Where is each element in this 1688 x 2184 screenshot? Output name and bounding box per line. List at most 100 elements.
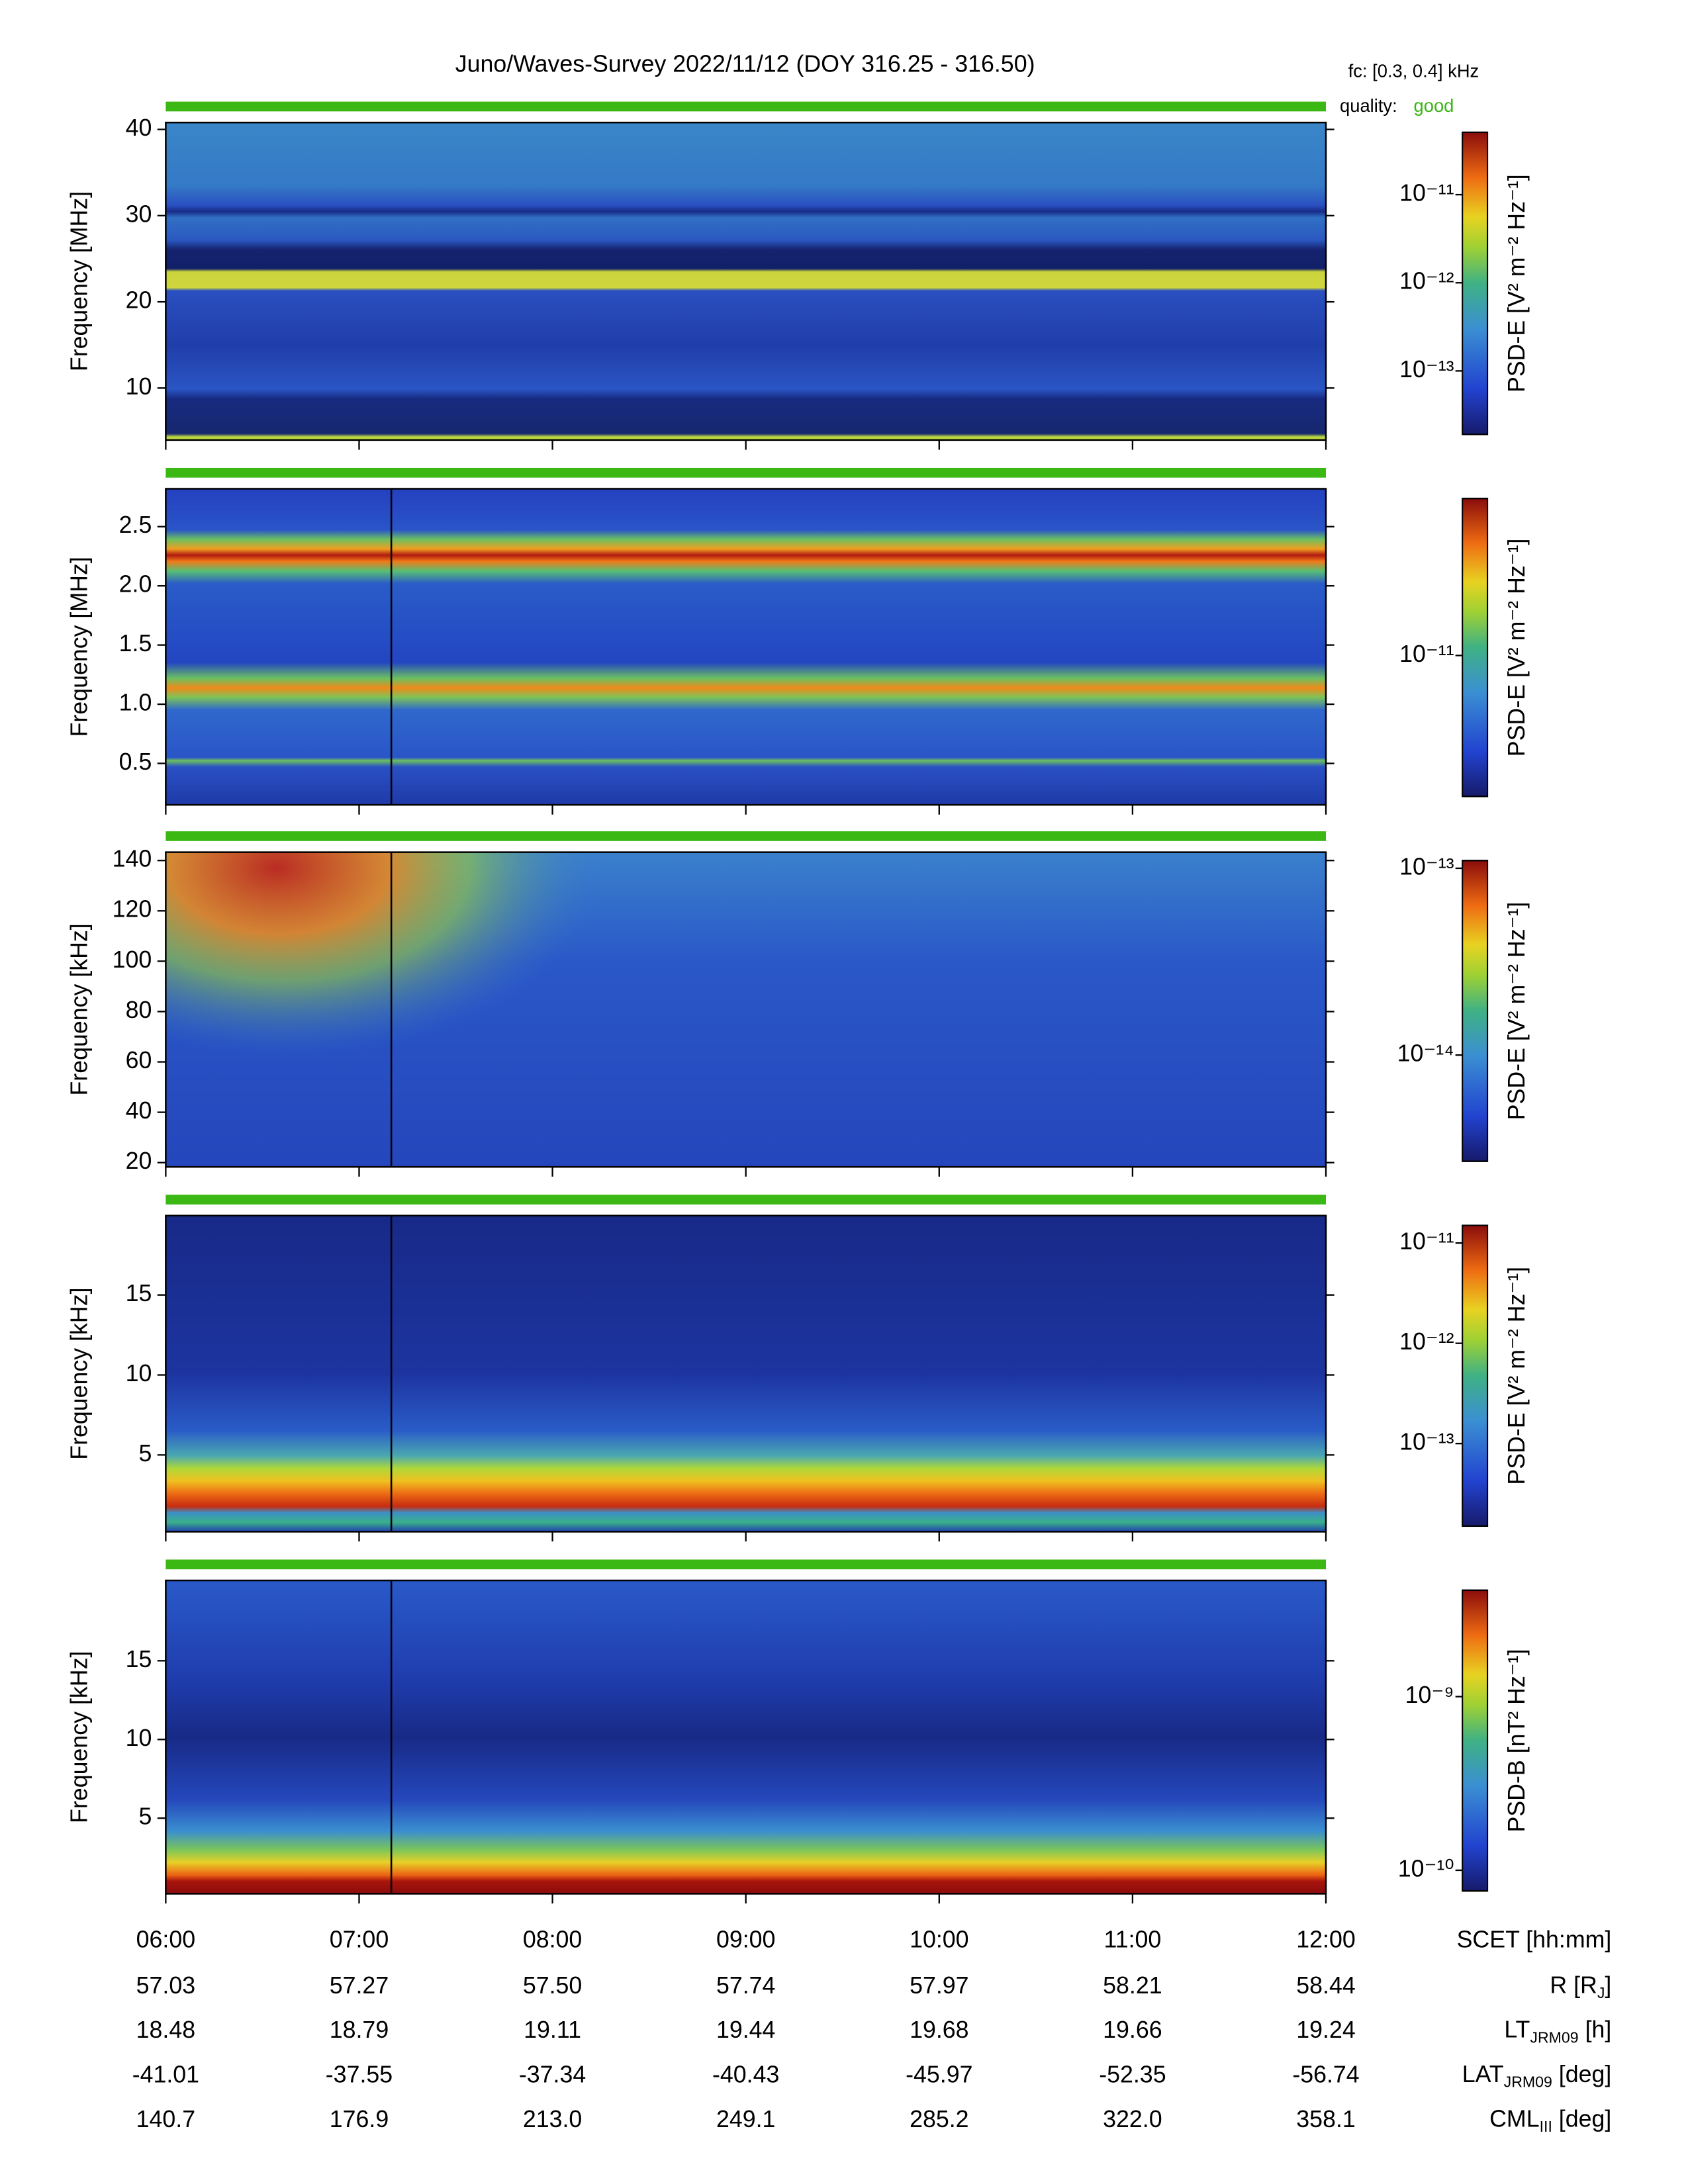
label-tail: ]	[1605, 1972, 1611, 1999]
colorbar-tick-label: 10⁻¹³	[1399, 1429, 1454, 1455]
quality-label: quality:	[1340, 95, 1397, 116]
ephemeris-value: -40.43	[712, 2062, 779, 2088]
y-axis-label: Frequency [kHz]	[66, 923, 92, 1095]
colorbar-label: PSD-E [V² m⁻² Hz⁻¹]	[1503, 539, 1530, 757]
colorbar-tick-label: 10⁻¹²	[1399, 268, 1454, 295]
title: Juno/Waves-Survey 2022/11/12 (DOY 316.25…	[455, 50, 1035, 77]
ephemeris-value: 18.48	[136, 2017, 195, 2043]
label-base: CML	[1489, 2106, 1539, 2132]
colorbar	[1462, 860, 1489, 1162]
y-tick-label: 20	[126, 1148, 152, 1174]
fc-label: fc: [0.3, 0.4] kHz	[1348, 61, 1479, 81]
x-tick-label: 12:00	[1296, 1926, 1355, 1952]
ephemeris-value: 57.74	[716, 1972, 775, 1999]
ephemeris-value: 358.1	[1296, 2106, 1355, 2132]
spectrogram	[165, 1215, 1327, 1532]
spectrogram	[165, 488, 1327, 805]
x-axis-label: SCET [hh:mm]	[1457, 1926, 1612, 1952]
y-tick-label: 0.5	[119, 749, 152, 775]
y-axis-label: Frequency [kHz]	[66, 1287, 92, 1459]
ephemeris-value: -45.97	[906, 2062, 972, 2088]
colorbar	[1462, 498, 1489, 797]
y-axis-label: Frequency [kHz]	[66, 1651, 92, 1823]
y-tick-label: 120	[113, 896, 152, 923]
ephemeris-label: CMLIII [deg]	[1489, 2106, 1611, 2135]
colorbar-tick-label: 10⁻¹²	[1399, 1328, 1454, 1355]
figure-body: Juno/Waves-Survey 2022/11/12 (DOY 316.25…	[66, 50, 1611, 2135]
ephemeris-value: 18.79	[330, 2017, 389, 2043]
x-tick-label: 06:00	[136, 1926, 195, 1952]
y-axis-label: Frequency [MHz]	[66, 191, 92, 371]
label-base: LAT	[1462, 2062, 1504, 2088]
quality-value: good	[1414, 95, 1454, 116]
label-sub: JRM09	[1530, 2028, 1578, 2046]
ephemeris-value: -52.35	[1099, 2062, 1166, 2088]
quality-bar	[165, 1195, 1327, 1205]
label-sub: III	[1540, 2118, 1552, 2135]
spectrogram	[165, 122, 1327, 440]
ephemeris-value: 19.44	[716, 2017, 775, 2043]
spectrogram	[165, 1580, 1327, 1894]
ephemeris-value: 19.68	[910, 2017, 968, 2043]
y-tick-label: 30	[126, 201, 152, 227]
ephemeris-value: -37.34	[519, 2062, 586, 2088]
x-tick-label: 11:00	[1103, 1926, 1161, 1952]
ephemeris-value: 19.24	[1296, 2017, 1355, 2043]
x-tick-label: 08:00	[523, 1926, 582, 1952]
y-tick-label: 2.0	[119, 571, 152, 598]
colorbar-label: PSD-E [V² m⁻² Hz⁻¹]	[1503, 902, 1530, 1120]
colorbar-tick-label: 10⁻¹³	[1399, 356, 1454, 383]
label-sub: J	[1597, 1984, 1605, 2001]
y-tick-label: 80	[126, 997, 152, 1023]
ephemeris-value: 57.97	[910, 1972, 968, 1999]
ephemeris-value: 58.21	[1103, 1972, 1162, 1999]
y-axis-label: Frequency [MHz]	[66, 557, 92, 737]
ephemeris-value: 57.50	[523, 1972, 582, 1999]
ephemeris-label: LTJRM09 [h]	[1504, 2017, 1611, 2046]
ephemeris-value: -37.55	[326, 2062, 393, 2088]
colorbar	[1462, 1589, 1489, 1892]
colorbar-label: PSD-E [V² m⁻² Hz⁻¹]	[1503, 174, 1530, 392]
y-tick-label: 140	[113, 846, 152, 872]
x-tick-label: 10:00	[910, 1926, 968, 1952]
quality-bar	[165, 101, 1327, 112]
quality-bar	[165, 467, 1327, 478]
ephemeris-value: 57.27	[330, 1972, 389, 1999]
y-tick-label: 1.0	[119, 690, 152, 716]
colorbar	[1462, 131, 1489, 435]
ephemeris-label: R [RJ]	[1550, 1972, 1611, 2001]
x-tick-label: 09:00	[716, 1926, 775, 1952]
ephemeris-value: 57.03	[136, 1972, 195, 1999]
spectrogram-burst	[165, 852, 1327, 1167]
ephemeris-value: 140.7	[136, 2106, 195, 2132]
colorbar	[1462, 1224, 1489, 1527]
ephemeris-value: 285.2	[910, 2106, 968, 2132]
ephemeris-value: -41.01	[132, 2062, 199, 2088]
ephemeris-value: -56.74	[1292, 2062, 1359, 2088]
y-tick-label: 15	[126, 1646, 152, 1672]
x-tick-label: 07:00	[330, 1926, 389, 1952]
colorbar-tick-label: 10⁻⁹	[1405, 1682, 1454, 1708]
y-tick-label: 10	[126, 1360, 152, 1387]
colorbar-tick-label: 10⁻¹⁴	[1397, 1040, 1454, 1067]
colorbar-tick-label: 10⁻¹¹	[1399, 641, 1454, 667]
label-base: LT	[1504, 2017, 1530, 2043]
y-tick-label: 5	[138, 1803, 152, 1830]
ephemeris-value: 19.66	[1103, 2017, 1162, 2043]
y-tick-label: 10	[126, 1725, 152, 1751]
colorbar-tick-label: 10⁻¹¹	[1399, 180, 1454, 206]
ephemeris-value: 58.44	[1296, 1972, 1355, 1999]
y-tick-label: 20	[126, 287, 152, 314]
label-tail: [deg]	[1552, 2062, 1611, 2088]
label-tail: [h]	[1579, 2017, 1612, 2043]
colorbar-tick-label: 10⁻¹³	[1399, 853, 1454, 880]
label-base: R [R	[1550, 1972, 1597, 1999]
y-tick-label: 40	[126, 114, 152, 141]
y-tick-label: 15	[126, 1280, 152, 1306]
label-sub: JRM09	[1504, 2073, 1552, 2091]
y-tick-label: 5	[138, 1440, 152, 1467]
colorbar-tick-label: 10⁻¹⁰	[1398, 1855, 1454, 1882]
quality-bar	[165, 1559, 1327, 1570]
quality-bar	[165, 831, 1327, 841]
ephemeris-label: LATJRM09 [deg]	[1462, 2062, 1612, 2091]
